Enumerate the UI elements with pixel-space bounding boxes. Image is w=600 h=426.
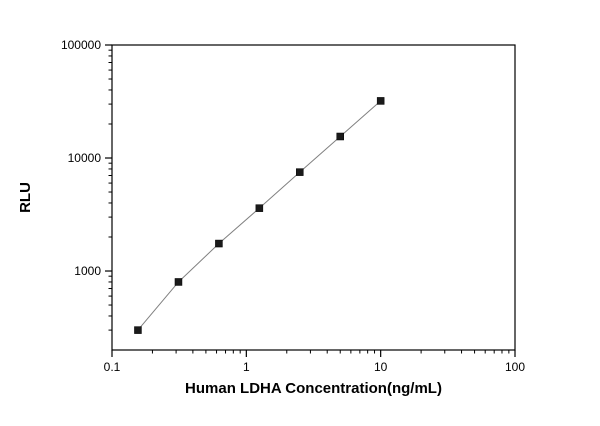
x-axis-title: Human LDHA Concentration(ng/mL)	[185, 380, 442, 397]
chart-generated-layer: 0.1 1 10 100 1000 10000 100000	[61, 38, 525, 374]
data-point	[376, 97, 385, 105]
series-line	[137, 100, 381, 331]
y-axis-title: RLU	[17, 182, 34, 213]
x-tick-label: 0.1	[104, 360, 121, 374]
data-point	[174, 278, 183, 286]
data-point	[215, 239, 223, 248]
x-tick-label: 10	[374, 360, 388, 374]
y-tick-label: 100000	[61, 38, 101, 52]
y-tick-label: 1000	[74, 264, 101, 278]
data-point	[296, 168, 304, 176]
data-point	[336, 132, 344, 141]
y-tick-label: 10000	[68, 151, 102, 165]
x-tick-label: 100	[505, 360, 525, 374]
data-point	[255, 204, 264, 212]
data-point	[134, 326, 142, 334]
plot-border	[111, 44, 516, 351]
x-tick-label: 1	[243, 360, 250, 374]
